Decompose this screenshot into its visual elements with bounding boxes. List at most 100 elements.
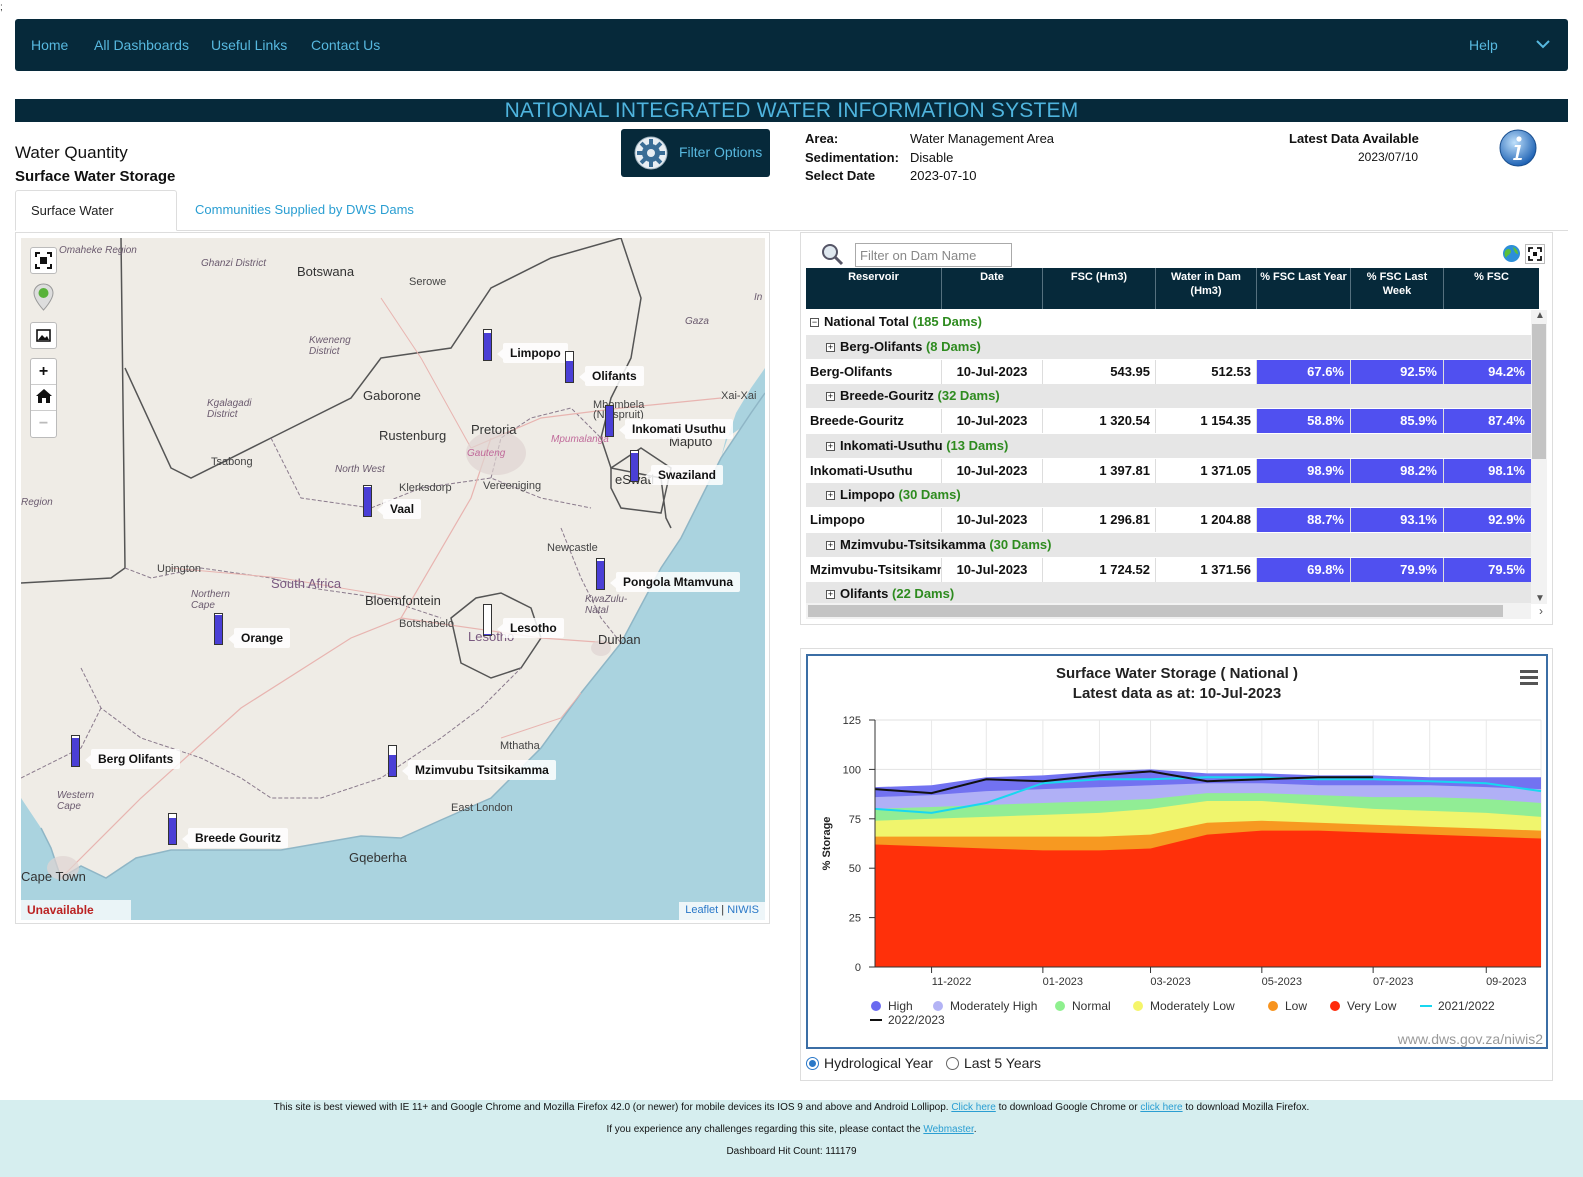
group-row[interactable]: + Inkomati-Usuthu (13 Dams) — [806, 434, 1531, 458]
dam-gauge-orange[interactable] — [214, 613, 223, 645]
group-row[interactable]: + Limpopo (30 Dams) — [806, 483, 1531, 507]
dam-label-pongola-mtamvuna[interactable]: Pongola Mtamvuna — [609, 572, 741, 592]
place-label: Mthatha — [500, 740, 540, 752]
group-row[interactable]: + Breede-Gouritz (32 Dams) — [806, 384, 1531, 408]
hydrological-year-radio[interactable]: Hydrological Year — [806, 1055, 933, 1071]
cell-water: 1 371.56 — [1156, 558, 1257, 582]
last-5-years-radio[interactable]: Last 5 Years — [946, 1055, 1041, 1071]
cell-pct-last-week: 79.9% — [1351, 558, 1444, 582]
col-header[interactable]: % FSC Last Week — [1351, 268, 1444, 309]
tab-communities-supplied[interactable]: Communities Supplied by DWS Dams — [195, 202, 414, 217]
map-pin-icon — [33, 283, 54, 311]
dam-gauge-inkomati-usuthu[interactable] — [605, 405, 614, 437]
scroll-down-icon[interactable]: ▼ — [1535, 593, 1545, 604]
dam-gauge-pongola-mtamvuna[interactable] — [596, 558, 605, 590]
cell-water: 1 371.05 — [1156, 459, 1257, 483]
fullscreen-button[interactable] — [30, 247, 57, 274]
dam-gauge-limpopo[interactable] — [483, 329, 492, 361]
expand-toggle[interactable]: + — [826, 589, 835, 599]
footer-text: to download Mozilla Firefox. — [1185, 1102, 1310, 1113]
scrollbar-thumb[interactable] — [1532, 324, 1546, 459]
group-count: (22 Dams) — [892, 586, 955, 601]
dam-gauge-lesotho[interactable] — [483, 604, 492, 636]
nav-useful-links[interactable]: Useful Links — [211, 37, 288, 53]
dam-map[interactable]: Omaheke Region Ghanzi District Botswana … — [21, 238, 765, 920]
nav-contact-us[interactable]: Contact Us — [311, 37, 381, 53]
group-row[interactable]: + Mzimvubu-Tsitsikamma (30 Dams) — [806, 533, 1531, 557]
place-label: Botshabelo — [399, 618, 455, 630]
dam-label-limpopo[interactable]: Limpopo — [497, 343, 568, 363]
collapse-toggle[interactable]: − — [810, 317, 819, 327]
table-row[interactable]: Breede-Gouritz 10-Jul-2023 1 320.54 1 15… — [806, 409, 1531, 433]
group-row-national[interactable]: − National Total (185 Dams) — [806, 310, 1531, 334]
expand-toggle[interactable]: + — [826, 342, 835, 352]
legend-label: Very Low — [1347, 999, 1397, 1013]
dam-label-mzimvubu-tsitsikamma[interactable]: Mzimvubu Tsitsikamma — [402, 760, 556, 780]
dam-gauge-berg-olifants[interactable] — [71, 735, 80, 767]
sedimentation-label: Sedimentation: — [805, 150, 899, 165]
horizontal-scrollbar[interactable]: › — [806, 603, 1543, 619]
expand-toggle[interactable]: + — [826, 490, 835, 500]
dam-gauge-breede-gouritz[interactable] — [168, 813, 177, 845]
footer-line-2: If you experience any challenges regardi… — [0, 1124, 1583, 1135]
dam-label-breede-gouritz[interactable]: Breede Gouritz — [181, 828, 289, 848]
niwis-link[interactable]: NIWIS — [727, 904, 759, 916]
table-row[interactable]: Limpopo 10-Jul-2023 1 296.81 1 204.88 88… — [806, 508, 1531, 532]
chrome-download-link[interactable]: Click here — [951, 1102, 996, 1113]
scrollbar-thumb[interactable] — [808, 605, 1503, 617]
globe-icon[interactable] — [1502, 244, 1521, 263]
dam-label-vaal[interactable]: Vaal — [376, 499, 422, 519]
table-row[interactable]: Berg-Olifants 10-Jul-2023 543.95 512.53 … — [806, 360, 1531, 384]
dam-gauge-vaal[interactable] — [363, 485, 372, 517]
fullscreen-button[interactable] — [1525, 244, 1545, 264]
home-button[interactable] — [31, 385, 56, 411]
col-header[interactable]: Reservoir — [806, 268, 942, 309]
chevron-down-icon[interactable] — [1534, 35, 1552, 53]
vertical-scrollbar[interactable]: ▲ ▼ — [1531, 310, 1547, 604]
table-row[interactable]: Inkomati-Usuthu 10-Jul-2023 1 397.81 1 3… — [806, 459, 1531, 483]
dam-gauge-olifants[interactable] — [565, 351, 574, 383]
leaflet-link[interactable]: Leaflet — [685, 904, 719, 916]
expand-toggle[interactable]: + — [826, 441, 835, 451]
dam-gauge-swaziland[interactable] — [630, 450, 639, 482]
place-label: In — [754, 292, 763, 303]
group-row[interactable]: + Berg-Olifants (8 Dams) — [806, 335, 1531, 359]
scroll-right-icon[interactable]: › — [1539, 604, 1543, 618]
layers-button[interactable] — [30, 322, 57, 349]
dam-label-orange[interactable]: Orange — [227, 628, 291, 648]
cell-fsc: 1 320.54 — [1043, 409, 1156, 433]
nav-help[interactable]: Help — [1469, 37, 1498, 53]
locate-button[interactable] — [30, 282, 57, 311]
dam-label-swaziland[interactable]: Swaziland — [644, 465, 724, 485]
tab-surface-water-storage[interactable]: Surface Water Storage — [15, 190, 177, 258]
dam-label-olifants[interactable]: Olifants — [579, 366, 644, 386]
filter-options-button[interactable]: Filter Options — [621, 129, 770, 177]
expand-toggle[interactable]: + — [826, 391, 835, 401]
dam-label-lesotho[interactable]: Lesotho — [497, 618, 564, 638]
dam-name-filter-input[interactable] — [855, 243, 1012, 267]
expand-toggle[interactable]: + — [826, 540, 835, 550]
col-header[interactable]: Water in Dam (Hm3) — [1156, 268, 1257, 309]
y-tick-label: 75 — [849, 814, 861, 826]
zoom-out-button[interactable]: − — [38, 415, 49, 432]
chart-menu-icon[interactable] — [1520, 670, 1538, 686]
footer-text: . — [973, 1124, 977, 1135]
dam-label-inkomati-usuthu[interactable]: Inkomati Usuthu — [618, 419, 734, 439]
dam-label-berg-olifants[interactable]: Berg Olifants — [84, 749, 181, 769]
info-icon[interactable] — [1498, 128, 1538, 168]
col-header[interactable]: % FSC Last Year — [1257, 268, 1351, 309]
select-date-label: Select Date — [805, 168, 876, 183]
table-row[interactable]: Mzimvubu-Tsitsikamma 10-Jul-2023 1 724.5… — [806, 558, 1531, 582]
webmaster-link[interactable]: Webmaster — [923, 1124, 974, 1135]
zoom-in-button[interactable]: + — [31, 359, 56, 385]
group-row[interactable]: + Olifants (22 Dams) — [806, 582, 1531, 603]
col-header[interactable]: FSC (Hm3) — [1043, 268, 1156, 309]
tab-divider — [15, 230, 1568, 231]
col-header[interactable]: Date — [942, 268, 1043, 309]
scroll-up-icon[interactable]: ▲ — [1535, 310, 1545, 321]
nav-all-dashboards[interactable]: All Dashboards — [94, 37, 189, 53]
firefox-download-link[interactable]: click here — [1140, 1102, 1183, 1113]
dam-gauge-mzimvubu-tsitsikamma[interactable] — [388, 745, 397, 777]
nav-home[interactable]: Home — [31, 37, 69, 53]
col-header[interactable]: % FSC — [1474, 271, 1509, 283]
